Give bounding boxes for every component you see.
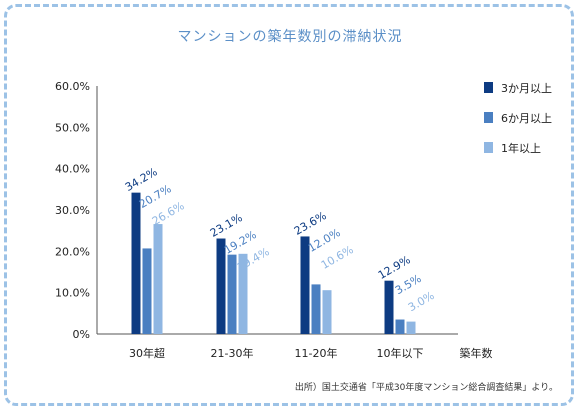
bar [227, 254, 237, 334]
bar [216, 238, 226, 334]
legend-swatch [484, 142, 493, 153]
x-tick-label: 30年超 [129, 346, 165, 360]
bar [311, 284, 321, 334]
chart-frame [4, 4, 574, 406]
y-tick-label: 50.0% [55, 121, 90, 134]
bar [384, 280, 394, 334]
x-tick-label: 11-20年 [295, 346, 338, 360]
y-tick-label: 60.0% [55, 80, 90, 93]
y-tick-label: 20.0% [55, 245, 90, 258]
bar [153, 224, 163, 334]
x-tick-label: 21-30年 [211, 346, 254, 360]
bar [131, 192, 141, 334]
data-label: 3.5% [393, 272, 424, 297]
legend-swatch [484, 112, 493, 123]
legend-label: 1年以上 [501, 141, 541, 155]
y-tick-label: 30.0% [55, 204, 90, 217]
source-note: 出所）国土交通省「平成30年度マンション総合調査結果」より。 [294, 383, 558, 393]
y-tick-label: 10.0% [55, 287, 90, 300]
bar [406, 321, 416, 334]
y-tick-label: 40.0% [55, 163, 90, 176]
data-label: 3.0% [406, 289, 437, 314]
y-tick-label: 0% [73, 328, 90, 341]
bar [300, 236, 310, 334]
x-axis-title: 築年数 [460, 346, 493, 360]
x-tick-label: 10年以下 [377, 346, 424, 360]
bar [238, 253, 248, 334]
bar [142, 248, 152, 334]
legend-label: 6か月以上 [501, 112, 552, 125]
chart-title: マンションの築年数別の滞納状況 [177, 29, 403, 45]
legend-swatch [484, 82, 493, 93]
legend-label: 3か月以上 [501, 82, 552, 95]
bar [322, 290, 332, 334]
bar [395, 319, 405, 334]
